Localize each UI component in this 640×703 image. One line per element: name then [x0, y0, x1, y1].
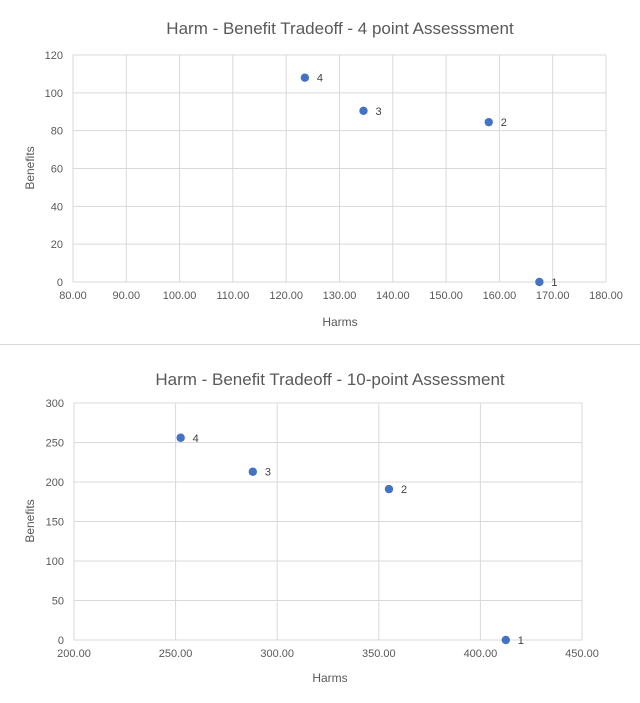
y-tick-label: 250 [46, 438, 64, 450]
data-label-3: 3 [375, 106, 381, 118]
data-label-2: 2 [401, 484, 407, 496]
y-tick-label: 80 [51, 126, 63, 138]
x-tick-label: 90.00 [113, 290, 141, 302]
x-axis-label: Harms [312, 671, 347, 685]
data-point-2 [384, 484, 394, 494]
x-tick-label: 110.00 [216, 290, 249, 302]
data-label-1: 1 [551, 277, 557, 289]
y-tick-label: 60 [51, 164, 63, 176]
data-label-2: 2 [501, 117, 507, 129]
chart-4-point-svg: Harm - Benefit Tradeoff - 4 point Assess… [23, 19, 623, 329]
x-axis-label: Harms [322, 315, 357, 329]
chart-4-point: Harm - Benefit Tradeoff - 4 point Assess… [0, 0, 640, 345]
x-tick-label: 300.00 [260, 648, 294, 660]
chart-10-point-svg: Harm - Benefit Tradeoff - 10-point Asses… [23, 370, 599, 685]
x-tick-label: 100.00 [163, 290, 197, 302]
x-tick-label: 350.00 [362, 648, 396, 660]
x-tick-label: 150.00 [429, 290, 463, 302]
y-tick-label: 40 [51, 201, 63, 213]
data-point-2 [484, 117, 493, 127]
data-point-3 [359, 106, 368, 116]
y-tick-label: 120 [45, 50, 63, 62]
data-label-1: 1 [518, 635, 524, 647]
y-tick-label: 200 [46, 477, 64, 489]
y-tick-label: 50 [52, 596, 64, 608]
data-point-1 [501, 635, 510, 645]
x-tick-label: 250.00 [159, 648, 193, 660]
data-point-3 [248, 467, 258, 476]
x-tick-label: 120.00 [269, 290, 303, 302]
y-axis-label: Benefits [23, 499, 37, 542]
x-tick-label: 80.00 [59, 290, 87, 302]
data-label-4: 4 [317, 73, 323, 85]
y-tick-label: 0 [57, 277, 63, 289]
x-tick-label: 450.00 [565, 648, 599, 660]
x-tick-label: 170.00 [536, 290, 570, 302]
data-point-1 [535, 277, 544, 287]
chart-10-point: Harm - Benefit Tradeoff - 10-point Asses… [0, 346, 640, 703]
y-tick-label: 0 [58, 635, 64, 647]
data-label-3: 3 [265, 467, 271, 479]
y-axis-label: Benefits [23, 146, 37, 189]
x-tick-label: 180.00 [589, 290, 623, 302]
x-tick-label: 130.00 [323, 290, 357, 302]
x-tick-label: 400.00 [464, 648, 498, 660]
x-tick-label: 140.00 [376, 290, 410, 302]
x-tick-label: 160.00 [483, 290, 517, 302]
y-tick-label: 300 [46, 398, 64, 410]
y-tick-label: 100 [45, 88, 63, 100]
data-point-4 [176, 433, 185, 442]
x-tick-label: 200.00 [57, 648, 91, 660]
chart-title: Harm - Benefit Tradeoff - 4 point Assess… [166, 19, 514, 38]
data-point-4 [300, 73, 310, 82]
chart-title: Harm - Benefit Tradeoff - 10-point Asses… [155, 370, 505, 389]
y-tick-label: 20 [51, 239, 63, 251]
y-tick-label: 100 [46, 556, 64, 568]
y-tick-label: 150 [46, 517, 64, 529]
data-label-4: 4 [193, 433, 199, 445]
